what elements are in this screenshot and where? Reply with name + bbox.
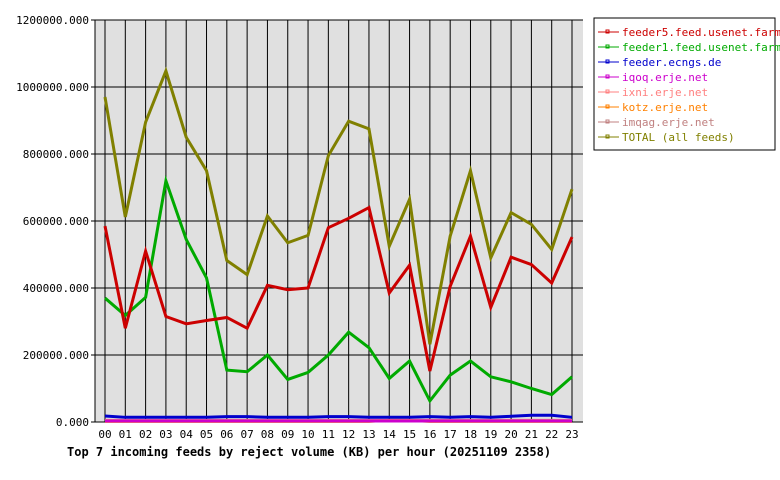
y-tick-label: 1000000.000 [16,81,89,94]
x-tick-label: 11 [322,428,335,441]
x-tick-label: 21 [525,428,538,441]
x-tick-label: 06 [220,428,233,441]
x-tick-label: 22 [545,428,558,441]
y-tick-label: 600000.000 [23,215,89,228]
y-tick-label: 800000.000 [23,148,89,161]
y-tick-label: 0.000 [56,416,89,429]
x-tick-label: 14 [383,428,397,441]
x-tick-label: 07 [241,428,254,441]
legend-label: feeder.ecngs.de [622,56,721,69]
x-tick-label: 12 [342,428,355,441]
x-tick-label: 05 [200,428,213,441]
x-tick-label: 15 [403,428,416,441]
x-tick-label: 01 [119,428,132,441]
x-tick-label: 00 [98,428,111,441]
x-tick-label: 16 [423,428,436,441]
legend-label: feeder5.feed.usenet.farm [622,26,780,39]
legend-marker [605,89,610,94]
legend-label: feeder1.feed.usenet.farm [622,41,780,54]
x-tick-label: 09 [281,428,294,441]
x-tick-label: 19 [484,428,497,441]
legend-box [593,17,776,151]
legend-marker [605,74,610,79]
y-tick-label: 1200000.000 [16,14,89,27]
x-tick-label: 18 [464,428,477,441]
legend-label: TOTAL (all feeds) [622,131,735,144]
legend-marker [605,134,610,139]
series-line-total-all-feeds- [103,66,574,345]
x-tick-label: 08 [261,428,274,441]
x-tick-label: 17 [444,428,457,441]
legend-label: imqag.erje.net [622,116,715,129]
legend-marker [605,44,610,49]
legend-marker [605,59,610,64]
x-tick-label: 02 [139,428,152,441]
x-tick-label: 23 [565,428,578,441]
legend-label: ixni.erje.net [622,86,708,99]
x-tick-label: 04 [180,428,194,441]
legend-label: kotz.erje.net [622,101,708,114]
grid [94,19,583,423]
series-line-feeder1-feed-usenet-farm [104,174,573,404]
x-tick-label: 03 [159,428,172,441]
legend-marker [605,104,610,109]
y-tick-label: 200000.000 [23,349,89,362]
series-line-feeder5-feed-usenet-farm [103,205,574,372]
legend: feeder5.feed.usenet.farm feeder1.feed.use… [593,17,780,151]
legend-label: iqoq.erje.net [622,71,708,84]
y-axis-ticks: 0.000 200000.000 400000.000 600000.000 80000… [16,14,95,429]
series-lines [103,66,574,423]
chart-title: Top 7 incoming feeds by reject volume (K… [67,445,551,459]
x-tick-label: 20 [504,428,517,441]
legend-marker [605,29,610,34]
x-axis-ticks: 00 01 02 03 04 05 06 07 08 09 10 11 12 13 14 15 16 17 18 19… [98,428,578,441]
x-tick-label: 13 [362,428,375,441]
x-tick-label: 10 [301,428,314,441]
legend-marker [605,119,610,124]
series-line-feeder-ecngs-de [104,413,573,419]
y-tick-label: 400000.000 [23,282,89,295]
